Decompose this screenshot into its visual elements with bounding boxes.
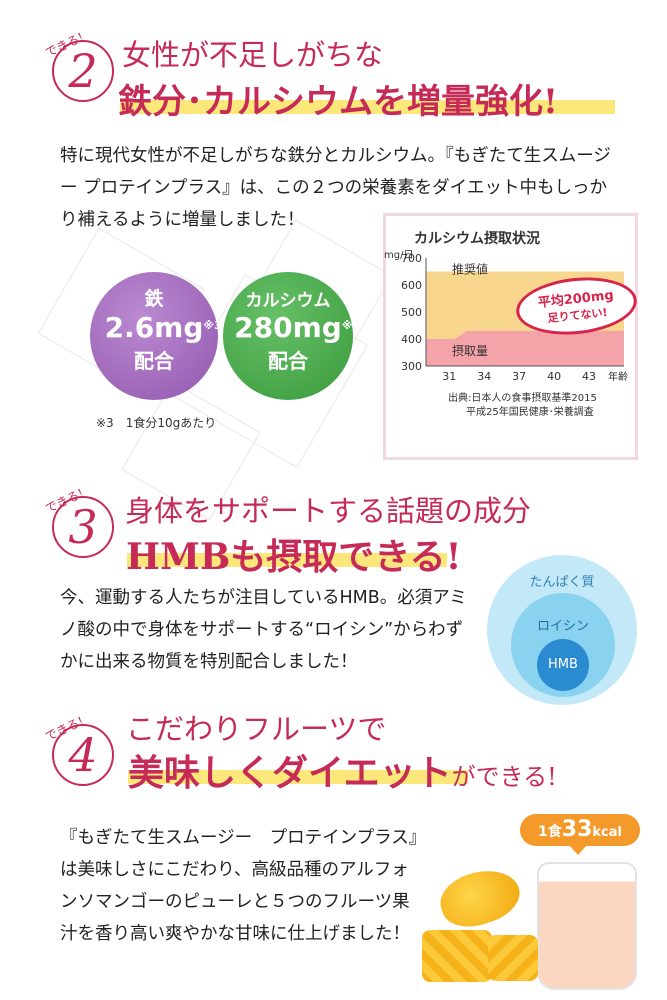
mango-image	[433, 860, 527, 936]
iron-value: 2.6mg ※3	[104, 311, 222, 344]
y-tick-label: 400	[401, 333, 422, 346]
section-3-badge: できる! 3	[43, 486, 114, 558]
protein-label: たんぱく質	[529, 575, 595, 590]
y-tick-label: 300	[401, 360, 422, 373]
section-3-body: 今、運動する人たちが注目しているHMB。必須アミノ酸の中で身体をサポートする“ロ…	[60, 588, 467, 672]
footnote: ※3 1食分10gあたり	[96, 416, 217, 430]
section-number: 2	[68, 44, 98, 98]
chart-source: 出典:日本人の食事摂取基準2015 平成25年国民健康･栄養調査	[448, 392, 597, 420]
iron-circle: 鉄 2.6mg ※3 配合	[90, 272, 222, 400]
series-label: 推奨値	[452, 262, 488, 277]
iron-suffix: 配合	[134, 349, 174, 373]
calcium-value: 280mg ※3	[234, 311, 361, 344]
x-tick-label: 34	[477, 370, 491, 383]
source-line1: 出典:日本人の食事摂取基準2015	[448, 393, 597, 404]
calcium-circle: カルシウム 280mg ※3 配合	[223, 272, 361, 400]
mango-cubes-image	[422, 930, 492, 982]
leucine-circle: ロイシン HMB	[511, 593, 615, 697]
section-2-heading-line1: 女性が不足しがちな	[122, 38, 384, 72]
calcium-chart: カルシウム摂取状況 mg/日 推奨値摂取量 700 600 500 400 300 31 34…	[383, 213, 640, 460]
section-4-heading-line1: こだわりフルーツで	[126, 712, 387, 746]
chart-title: カルシウム摂取状況	[414, 231, 540, 247]
kcal-badge-pointer	[570, 846, 586, 855]
x-tick-label: 31	[442, 370, 456, 383]
protein-circle: たんぱく質 ロイシン HMB	[487, 555, 637, 705]
calcium-label: カルシウム	[245, 291, 331, 311]
section-number: 3	[68, 500, 98, 554]
iron-label: 鉄	[144, 288, 164, 310]
leucine-label: ロイシン	[536, 619, 589, 634]
series-area-intake	[426, 330, 624, 366]
x-tick-label: 43	[582, 370, 596, 383]
footnote-mark: ※3	[203, 319, 222, 332]
section-3-heading-line1: 身体をサポートする話題の成分	[125, 494, 532, 528]
chart-unit: mg/日	[384, 250, 414, 261]
x-tick-label: 37	[512, 370, 526, 383]
section-4-badge: できる! 4	[43, 714, 114, 786]
highlight-bar	[120, 100, 615, 114]
section-4-heading-line2: 美味しくダイエットができる!	[128, 752, 557, 794]
section-number: 4	[68, 728, 98, 782]
y-tick-label: 500	[401, 306, 422, 319]
mango-cubes-image	[488, 935, 538, 981]
highlight-bar	[127, 553, 447, 567]
smoothie-glass-image	[537, 862, 637, 990]
highlight-bar	[128, 770, 468, 784]
section-3-heading-line2: HMBも摂取できる!	[126, 536, 462, 578]
hmb-circle: HMB	[537, 639, 589, 691]
x-tick-label: 40	[547, 370, 561, 383]
y-tick-label: 600	[401, 279, 422, 292]
kcal-badge: 1食33kcal	[520, 814, 640, 846]
y-tick-label: 700	[401, 252, 422, 265]
source-line2: 平成25年国民健康･栄養調査	[466, 407, 594, 418]
section-2-body: 特に現代女性が不足しがちな鉄分とカルシウム。『もぎたて生スムージー プロテインプ…	[60, 146, 611, 230]
section-4-body: 『もぎたて生スムージー プロテインプラス』は美味しさにこだわり、高級品種のアルフ…	[60, 828, 418, 944]
footnote-mark: ※3	[341, 319, 361, 332]
section-2-heading-line2: 鉄分･カルシウムを増量強化!	[118, 82, 558, 122]
section-2-badge: できる! 2	[43, 30, 114, 102]
series-label: 摂取量	[452, 343, 488, 358]
calcium-suffix: 配合	[268, 349, 308, 373]
x-axis-label: 年齢	[608, 370, 628, 383]
